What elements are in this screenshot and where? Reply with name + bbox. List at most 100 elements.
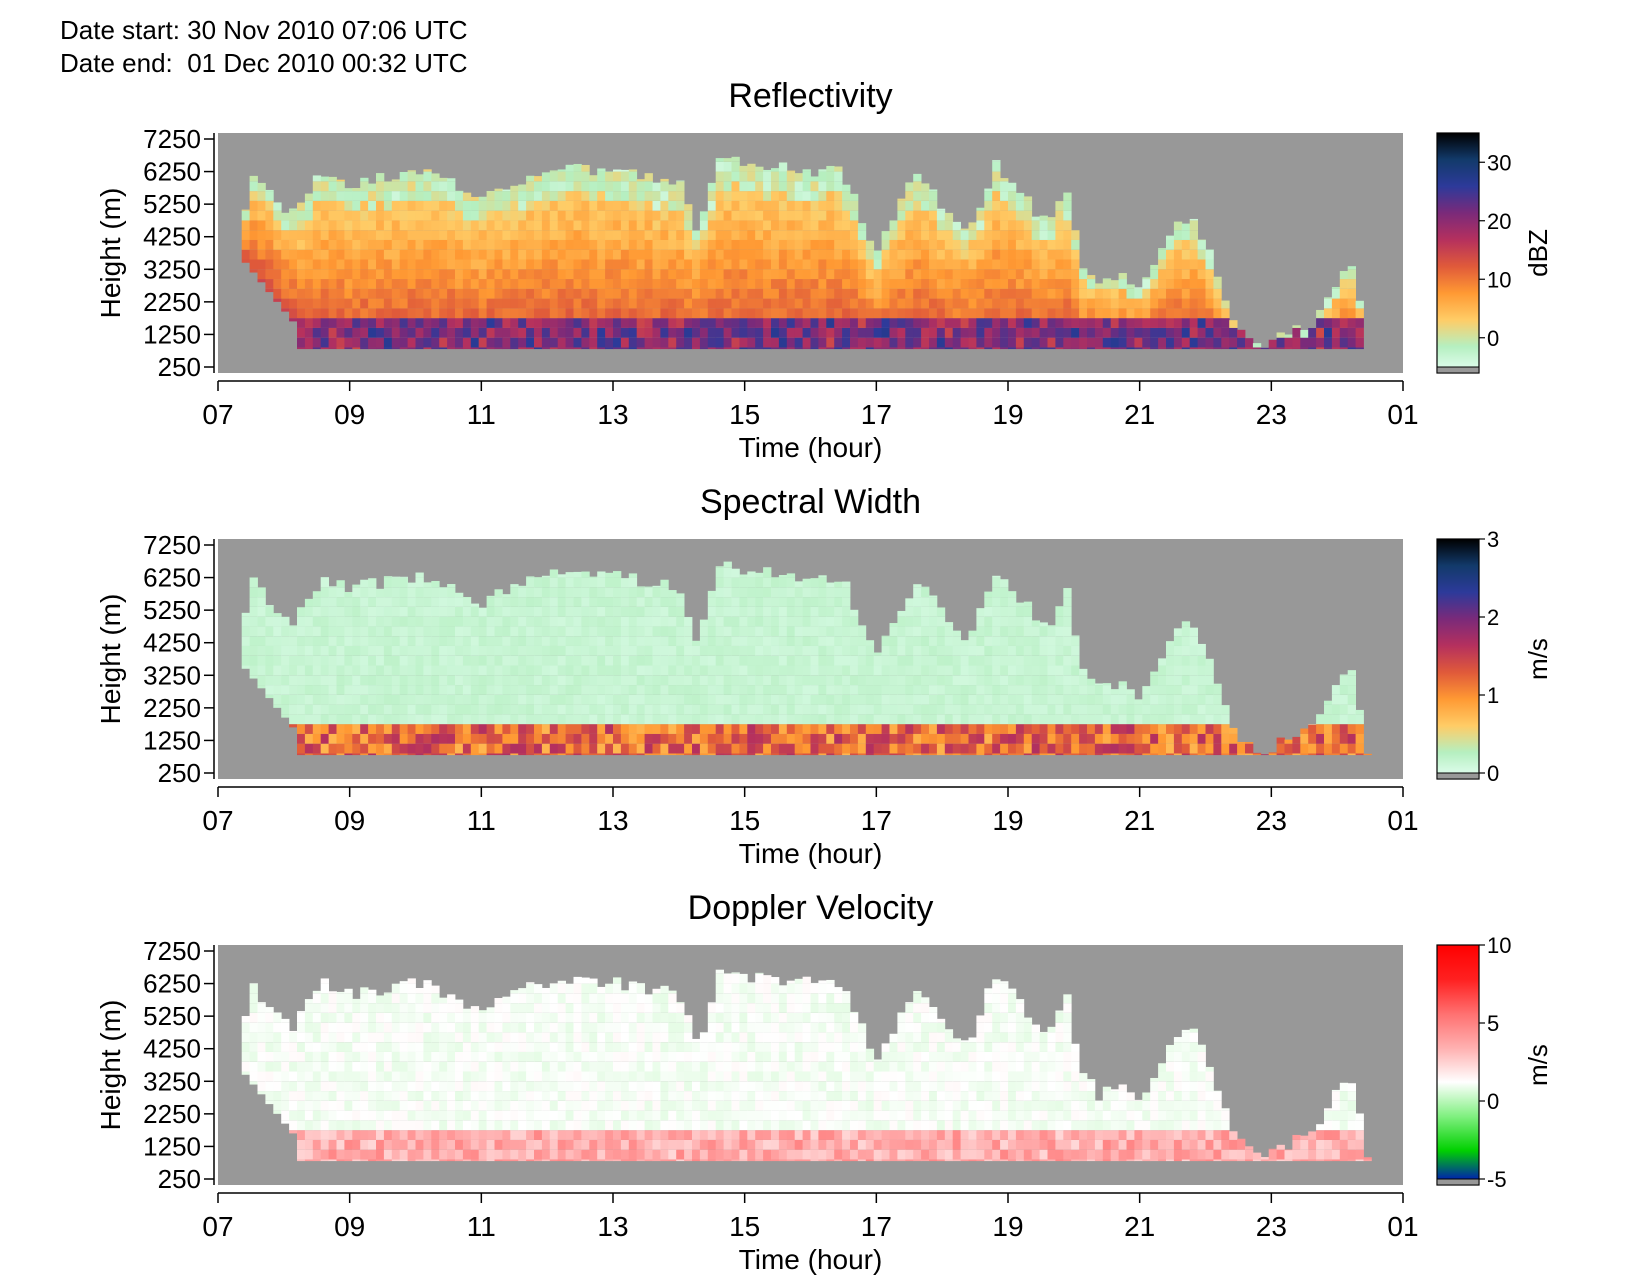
heatmap-cell <box>1015 347 1025 350</box>
heatmap-cell <box>794 743 803 754</box>
heatmap-cell <box>952 230 961 240</box>
heatmap-cell <box>328 318 337 328</box>
heatmap-cell <box>581 308 590 319</box>
heatmap-cell <box>455 191 464 201</box>
heatmap-cell <box>376 249 385 260</box>
heatmap-cell <box>1355 347 1364 350</box>
heatmap-cell <box>786 714 796 725</box>
heatmap-cell <box>668 606 677 617</box>
heatmap-cell <box>1173 230 1183 240</box>
heatmap-cell <box>1316 743 1325 754</box>
heatmap-cell <box>676 210 685 221</box>
heatmap-cell <box>865 327 875 338</box>
heatmap-cell <box>289 259 298 270</box>
heatmap-cell <box>304 1091 314 1101</box>
heatmap-cell <box>1031 665 1040 676</box>
heatmap-cell <box>1166 685 1175 695</box>
heatmap-cell <box>265 685 274 695</box>
heatmap-cell <box>755 694 764 705</box>
heatmap-cell <box>1142 733 1151 744</box>
heatmap-cell <box>897 198 906 201</box>
heatmap-cell <box>273 1071 282 1082</box>
heatmap-cell <box>810 327 819 338</box>
heatmap-cell <box>376 210 385 221</box>
heatmap-cell <box>399 714 408 725</box>
heatmap-cell <box>1063 714 1072 725</box>
heatmap-cell <box>1189 694 1198 705</box>
heatmap-cell <box>660 665 669 676</box>
heatmap-cell <box>628 230 638 240</box>
heatmap-cell <box>763 626 772 637</box>
heatmap-cell <box>944 675 954 686</box>
heatmap-cell <box>478 655 487 666</box>
heatmap-cell <box>644 743 653 754</box>
heatmap-cell <box>518 645 527 656</box>
heatmap-cell <box>968 318 977 328</box>
heatmap-cell <box>984 288 993 299</box>
heatmap-cell <box>328 1159 337 1162</box>
heatmap-cell <box>1055 279 1064 289</box>
heatmap-cell <box>1316 724 1325 734</box>
heatmap-cell <box>1166 665 1175 676</box>
heatmap-cell <box>620 694 630 705</box>
heatmap-cell <box>304 279 314 289</box>
heatmap-cell <box>383 655 393 666</box>
heatmap-cell <box>1173 221 1183 231</box>
heatmap-cell <box>778 347 788 350</box>
heatmap-cell <box>857 645 867 656</box>
heatmap-cell <box>573 171 582 182</box>
heatmap-cell <box>383 1042 393 1052</box>
heatmap-cell <box>850 694 859 705</box>
heatmap-cell <box>810 665 819 676</box>
heatmap-cell <box>541 327 551 338</box>
heatmap-cell <box>763 743 772 754</box>
heatmap-cell <box>605 230 614 240</box>
heatmap-cell <box>763 220 772 231</box>
heatmap-cell <box>692 337 701 348</box>
heatmap-cell <box>960 694 969 705</box>
heatmap-cell <box>565 230 574 240</box>
heatmap-cell <box>589 239 598 250</box>
heatmap-cell <box>431 753 440 756</box>
heatmap-cell <box>992 161 1001 172</box>
heatmap-cell <box>699 753 709 756</box>
heatmap-cell <box>312 1022 322 1033</box>
heatmap-cell <box>470 1022 480 1033</box>
heatmap-cell <box>936 327 946 338</box>
heatmap-cell <box>739 210 748 221</box>
heatmap-cell <box>462 1100 472 1111</box>
heatmap-cell <box>391 191 401 201</box>
heatmap-cell <box>968 630 977 637</box>
heatmap-cell <box>636 733 645 744</box>
heatmap-cell <box>470 743 480 754</box>
heatmap-cell <box>1031 347 1040 350</box>
heatmap-cell <box>518 1120 527 1131</box>
heatmap-cell <box>336 1139 345 1150</box>
heatmap-cell <box>407 582 416 588</box>
heatmap-cell <box>723 665 732 676</box>
heatmap-cell <box>368 288 377 299</box>
heatmap-cell <box>802 733 811 744</box>
heatmap-cell <box>391 1091 401 1101</box>
heatmap-cell <box>913 347 922 350</box>
heatmap-cell <box>1000 714 1009 725</box>
heatmap-cell <box>842 733 851 744</box>
heatmap-cell <box>1331 327 1341 338</box>
heatmap-cell <box>439 616 448 627</box>
heatmap-cell <box>549 597 559 607</box>
heatmap-cell <box>1331 308 1341 319</box>
heatmap-cell <box>676 249 685 260</box>
heatmap-cell <box>376 665 385 676</box>
heatmap-cell <box>589 675 598 686</box>
heatmap-cell <box>715 694 724 705</box>
heatmap-cell <box>415 220 424 231</box>
heatmap-cell <box>1008 298 1017 309</box>
heatmap-cell <box>778 327 788 338</box>
heatmap-cell <box>778 288 788 299</box>
heatmap-cell <box>873 675 882 686</box>
heatmap-cell <box>905 337 914 348</box>
heatmap-cell <box>455 655 464 666</box>
heatmap-cell <box>810 685 819 695</box>
heatmap-cell <box>549 665 559 676</box>
heatmap-cell <box>1339 743 1349 754</box>
